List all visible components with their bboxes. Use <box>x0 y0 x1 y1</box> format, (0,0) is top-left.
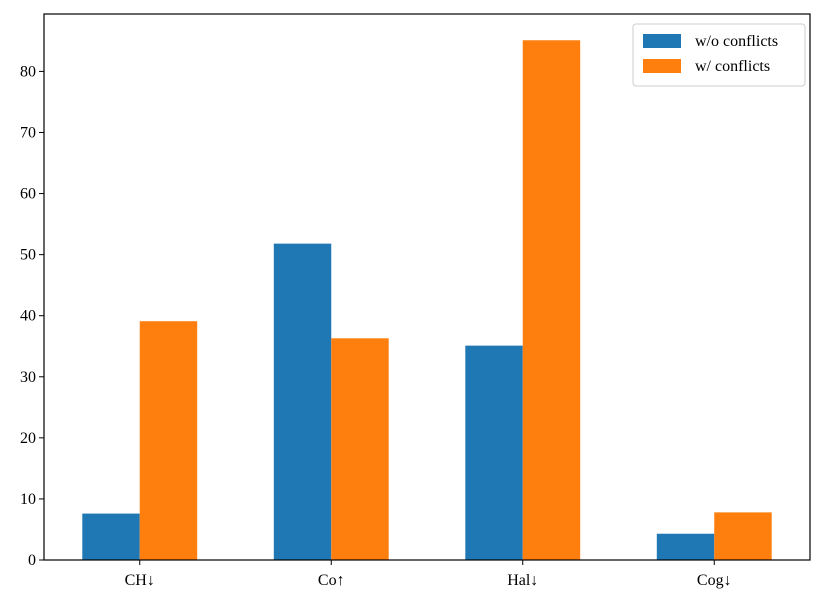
y-tick-label: 40 <box>20 308 36 325</box>
y-tick-label: 30 <box>20 369 36 386</box>
y-tick-label: 20 <box>20 430 36 447</box>
y-tick-label: 70 <box>20 124 36 141</box>
y-tick-label: 80 <box>20 63 36 80</box>
legend: w/o conflicts w/ conflicts <box>632 23 806 87</box>
bars-layer <box>82 40 772 561</box>
y-tick-label: 0 <box>28 552 36 569</box>
legend-swatch <box>643 59 681 73</box>
x-tick-label: Co↑ <box>318 572 345 589</box>
y-tick-label: 10 <box>20 491 36 508</box>
bar-w-o-conflicts-0 <box>82 513 140 560</box>
bar-w-o-conflicts-3 <box>656 533 715 560</box>
bar-w-conflicts-1 <box>331 338 389 560</box>
bar-w-conflicts-3 <box>714 512 772 560</box>
plot-frame <box>43 13 811 561</box>
legend-label: w/ conflicts <box>695 58 770 75</box>
x-tick-label: Hal↓ <box>507 572 538 589</box>
x-tick-label: CH↓ <box>125 572 155 589</box>
bar-w-o-conflicts-1 <box>273 243 332 561</box>
x-tick-label: Cog↓ <box>697 572 732 589</box>
y-tick-label: 60 <box>20 186 36 203</box>
legend-swatch <box>643 34 681 48</box>
y-axis: 0 10 20 30 40 50 60 70 80 <box>20 63 44 569</box>
bar-w-conflicts-0 <box>139 321 198 560</box>
bar-w-conflicts-2 <box>522 40 581 561</box>
bar-w-o-conflicts-2 <box>465 345 523 560</box>
legend-label: w/o conflicts <box>695 33 778 50</box>
y-tick-label: 50 <box>20 247 36 264</box>
x-axis: CH↓ Co↑ Hal↓ Cog↓ <box>125 560 732 589</box>
